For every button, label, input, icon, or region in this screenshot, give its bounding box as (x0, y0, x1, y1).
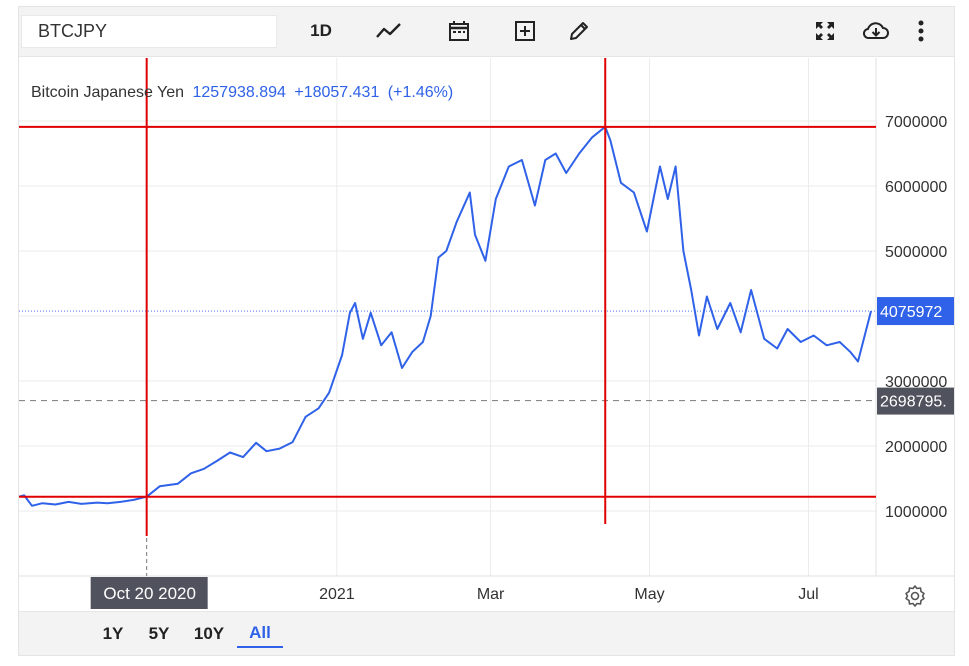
last-value-box (877, 297, 957, 326)
more-vertical-icon[interactable] (911, 15, 931, 47)
x-tick-label: May (634, 586, 664, 603)
price-chart[interactable]: 1000000200000030000004000000500000060000… (18, 58, 957, 611)
settings-gear-icon[interactable] (903, 584, 927, 608)
line-chart-icon[interactable] (373, 15, 405, 47)
y-tick-label: 6000000 (885, 179, 947, 196)
range-bar: 1Y 5Y 10Y All (19, 611, 954, 655)
legend: Bitcoin Japanese Yen 1257938.894 +18057.… (31, 84, 453, 102)
range-button-5y[interactable]: 5Y (148, 624, 170, 643)
chart-area: 1000000200000030000004000000500000060000… (18, 58, 957, 611)
y-tick-label: 7000000 (885, 114, 947, 131)
y-tick-label: 3000000 (885, 374, 947, 391)
last-value-label: 4075972 (880, 304, 942, 321)
pencil-icon[interactable] (563, 15, 595, 47)
legend-change: +18057.431 (294, 84, 380, 101)
legend-name: Bitcoin Japanese Yen (31, 84, 185, 101)
cloud-download-icon[interactable] (859, 15, 893, 47)
series-line (18, 125, 872, 507)
x-tick-label: Jul (798, 586, 818, 603)
legend-change-pct: (+1.46%) (387, 84, 454, 101)
ref-value-label: 2698795. (880, 394, 947, 411)
toolbar: 1D (19, 7, 954, 57)
y-tick-label: 5000000 (885, 244, 947, 261)
ref-value-box (877, 387, 957, 415)
x-tick-label: Mar (477, 586, 505, 603)
y-tick-label: 1000000 (885, 504, 947, 521)
y-tick-label: 2000000 (885, 439, 947, 456)
range-button-all[interactable]: All (237, 620, 283, 648)
legend-price: 1257938.894 (192, 84, 286, 101)
chart-widget: 1D 1000000200000030000004000000500000060… (18, 6, 957, 656)
crosshair-date-box (90, 577, 208, 609)
fullscreen-icon[interactable] (809, 15, 841, 47)
interval-button[interactable]: 1D (310, 21, 332, 40)
add-box-icon[interactable] (509, 15, 541, 47)
crosshair-date-label: Oct 20 2020 (103, 584, 196, 603)
calendar-icon[interactable] (443, 15, 475, 47)
range-button-1y[interactable]: 1Y (102, 624, 124, 643)
range-button-10y[interactable]: 10Y (193, 624, 225, 643)
x-tick-label: 2021 (319, 586, 355, 603)
symbol-input[interactable] (21, 15, 277, 48)
